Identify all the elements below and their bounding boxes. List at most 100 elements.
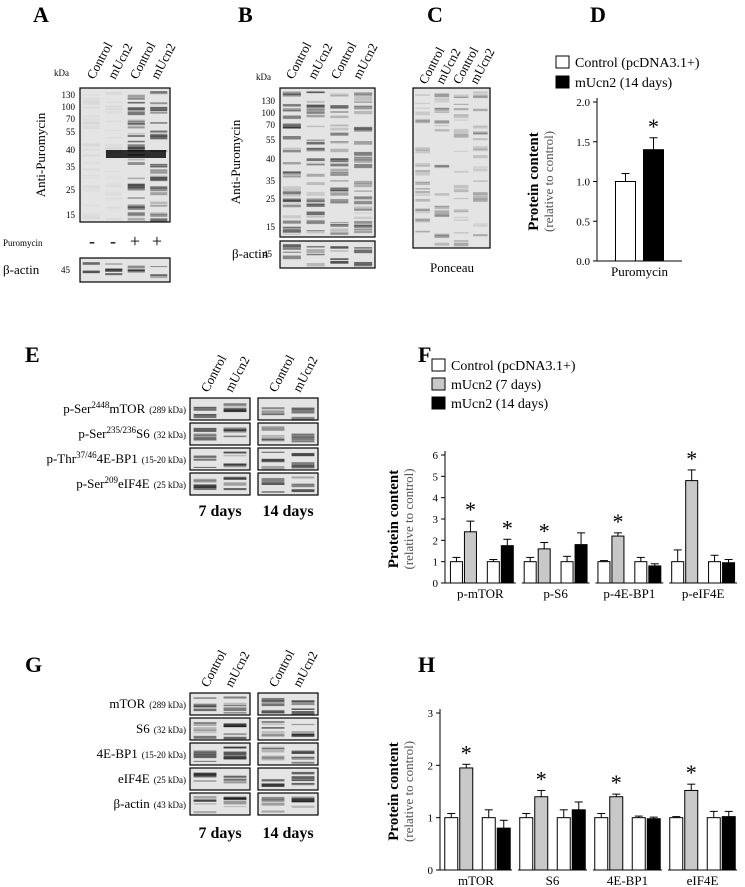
row-protein: eIF4E (118, 771, 150, 786)
y-tick-label: 3 (433, 514, 439, 526)
band (282, 123, 301, 127)
bar (519, 817, 534, 871)
band (261, 755, 285, 759)
band (150, 130, 168, 134)
band (223, 751, 247, 756)
band (150, 130, 168, 133)
band (193, 796, 217, 799)
significance: * (648, 114, 659, 139)
band (223, 796, 247, 800)
band (282, 126, 301, 129)
band (354, 93, 373, 96)
band (473, 132, 488, 135)
band (306, 205, 325, 207)
x-tick-label: mTOR (458, 873, 494, 887)
x-tick-label: p-eIF4E (682, 586, 725, 601)
band (223, 705, 247, 707)
band (330, 163, 349, 167)
treatment-sign: - (89, 231, 95, 251)
row-size: (43 kDa) (154, 800, 186, 810)
band (83, 126, 100, 129)
band (223, 775, 247, 778)
band (105, 137, 122, 138)
band (150, 163, 168, 166)
band (223, 407, 247, 412)
band (193, 433, 217, 438)
band (127, 97, 145, 100)
x-tick-label: p-4E-BP1 (603, 586, 655, 601)
panel-letter: G (25, 652, 42, 677)
band (105, 102, 122, 103)
band (354, 220, 373, 224)
y-axis-label: Protein content (386, 742, 402, 840)
blot (279, 87, 376, 238)
band (291, 796, 315, 800)
band (127, 158, 145, 161)
band (282, 147, 301, 152)
band (306, 219, 325, 223)
band (306, 141, 325, 145)
band (306, 125, 325, 128)
band (150, 204, 168, 207)
band (83, 106, 100, 108)
band (282, 220, 301, 224)
band (261, 723, 285, 725)
period-label: 7 days (198, 503, 241, 520)
row-protein: 4E-BP1 (97, 746, 138, 761)
band (261, 700, 285, 703)
band (453, 240, 469, 242)
marker-label: 35 (266, 176, 276, 186)
antibody-label: Anti-Puromycin (228, 119, 243, 204)
band (415, 208, 430, 212)
band (354, 141, 373, 145)
blot (189, 717, 251, 741)
band (354, 164, 373, 169)
band (291, 711, 315, 715)
band (330, 187, 349, 192)
band (261, 734, 285, 737)
band (473, 94, 488, 99)
blot (257, 742, 319, 766)
bar (496, 827, 511, 871)
band (127, 133, 145, 135)
band (453, 209, 469, 212)
y-tick-label: 6 (433, 450, 439, 462)
band (193, 772, 217, 777)
band (453, 209, 469, 213)
band (291, 462, 315, 465)
marker-label: 40 (66, 145, 76, 155)
band (291, 783, 315, 785)
band (223, 429, 247, 432)
row-label: 4E-BP1 (15-20 kDa) (97, 746, 186, 761)
band (261, 711, 285, 714)
band (291, 750, 315, 755)
band (473, 198, 488, 201)
bar (684, 789, 699, 871)
band (150, 165, 168, 168)
band (223, 452, 247, 454)
band (150, 91, 168, 95)
x-tick-label: eIF4E (687, 873, 719, 887)
band (473, 193, 488, 198)
band (223, 476, 247, 480)
band (282, 198, 301, 202)
x-tick-label: Puromycin (611, 264, 669, 279)
band (330, 232, 349, 235)
legend-swatch (555, 75, 570, 89)
band (354, 126, 373, 129)
band (291, 782, 315, 786)
band (282, 255, 301, 260)
bar (594, 817, 609, 871)
band (223, 488, 247, 491)
band (282, 199, 301, 202)
band (306, 114, 325, 117)
band (82, 263, 100, 266)
band (282, 109, 301, 112)
band (282, 247, 301, 250)
band (354, 230, 373, 234)
band (306, 110, 325, 114)
band (330, 94, 349, 97)
bar (534, 796, 549, 871)
band (330, 132, 349, 136)
